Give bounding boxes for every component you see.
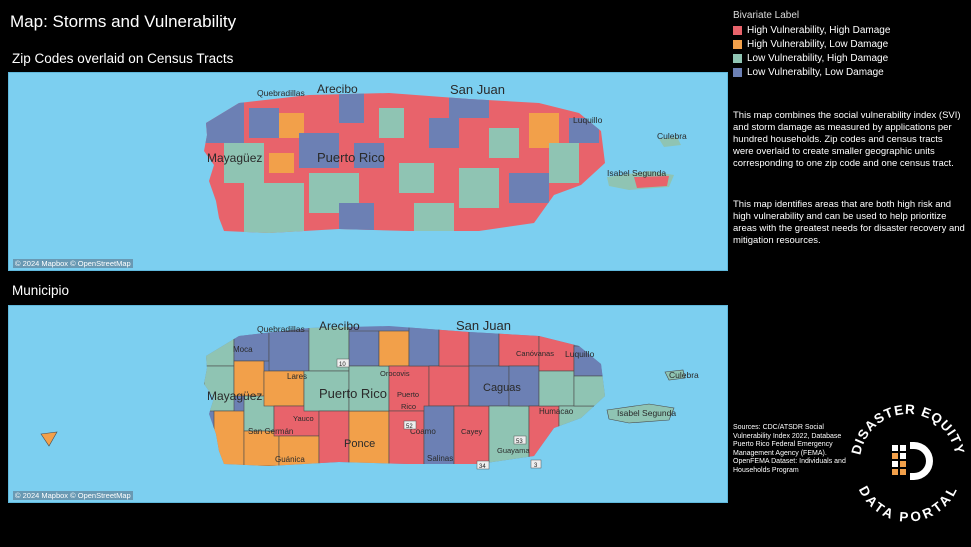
top-label-san-juan: San Juan	[450, 82, 505, 97]
logo-top-text: DISASTER EQUITY	[849, 402, 967, 456]
route-label: 10	[339, 362, 346, 368]
bottom-map-subtitle: Municipio	[12, 283, 70, 298]
bottom-label-puerto: Puerto	[397, 390, 419, 399]
bottom-vieques	[606, 403, 675, 424]
route-shields: 10 52 53 3 34	[336, 358, 542, 470]
bottom-label-arecibo: Arecibo	[319, 319, 360, 333]
bottom-label-humacao: Humacao	[539, 407, 574, 416]
bottom-culebra	[664, 369, 686, 381]
bottom-label-yauco: Yauco	[293, 414, 314, 423]
bottom-label-canovanas: Canóvanas	[516, 349, 554, 358]
legend-item-high-low[interactable]: High Vulnerability, Low Damage	[733, 37, 890, 51]
bottom-label-rico: Rico	[401, 402, 416, 411]
bottom-label-puerto-rico: Puerto Rico	[319, 386, 387, 401]
sources-text: Sources: CDC/ATSDR Social Vulnerability …	[733, 424, 846, 474]
legend-item-high-high[interactable]: High Vulnerability, High Damage	[733, 23, 890, 37]
top-culebra	[659, 137, 681, 147]
top-label-luquillo: Luquillo	[573, 115, 603, 125]
bottom-label-isabel-segunda: Isabel Segunda	[617, 408, 676, 418]
bottom-label-coamo: Coamo	[410, 427, 436, 436]
legend-label: Low Vulnerability, High Damage	[747, 52, 889, 64]
legend-swatch	[733, 25, 742, 35]
bottom-label-san-german: San Germán	[248, 427, 293, 436]
top-map[interactable]: Quebradillas Arecibo San Juan Luquillo C…	[8, 72, 728, 271]
top-label-puerto-rico: Puerto Rico	[317, 150, 385, 165]
top-label-quebradillas: Quebradillas	[257, 88, 305, 98]
route-label: 52	[406, 424, 413, 430]
bottom-label-cayey: Cayey	[461, 427, 483, 436]
legend-item-low-high[interactable]: Low Vulnerability, High Damage	[733, 51, 890, 65]
bottom-label-san-juan: San Juan	[456, 318, 511, 333]
bottom-map[interactable]: Quebradillas Arecibo San Juan Luquillo C…	[8, 305, 728, 503]
legend-swatch	[733, 39, 742, 49]
top-label-arecibo: Arecibo	[317, 82, 358, 96]
logo-d-icon	[892, 442, 933, 480]
bottom-label-guanica: Guánica	[275, 455, 305, 464]
bottom-label-luquillo: Luquillo	[565, 349, 595, 359]
bottom-label-lares: Lares	[287, 372, 307, 381]
route-label: 3	[534, 463, 538, 469]
bottom-label-caguas: Caguas	[483, 382, 521, 394]
logo-bottom-text: DATA PORTAL	[856, 483, 959, 524]
legend: Bivariate Label High Vulnerability, High…	[733, 10, 890, 79]
bottom-label-guayama: Guayama	[497, 446, 530, 455]
bottom-label-mayaguez: Mayagüez	[207, 389, 262, 403]
legend-label: High Vulnerability, High Damage	[747, 24, 891, 36]
legend-item-low-low[interactable]: Low Vulnerabilty, Low Damage	[733, 65, 890, 79]
route-label: 34	[479, 464, 486, 470]
page-title: Map: Storms and Vulnerability	[10, 12, 237, 31]
route-label: 53	[516, 439, 523, 445]
top-map-subtitle: Zip Codes overlaid on Census Tracts	[12, 51, 234, 66]
legend-label: Low Vulnerabilty, Low Damage	[747, 66, 884, 78]
svg-text:DATA PORTAL: DATA PORTAL	[856, 483, 960, 523]
svg-text:DISASTER EQUITY: DISASTER EQUITY	[850, 402, 965, 456]
top-label-isabel-segunda: Isabel Segunda	[607, 168, 666, 178]
bottom-label-moca: Moca	[233, 345, 253, 354]
disaster-equity-logo: DISASTER EQUITY DATA PORTAL	[849, 398, 967, 525]
bottom-mona-island	[40, 431, 58, 447]
bottom-label-culebra: Culebra	[669, 370, 699, 380]
top-label-mayaguez: Mayagüez	[207, 151, 262, 165]
bottom-label-quebradillas: Quebradillas	[257, 324, 305, 334]
legend-title: Bivariate Label	[733, 10, 800, 21]
top-map-attribution[interactable]: © 2024 Mapbox © OpenStreetMap	[13, 259, 133, 268]
bottom-map-canvas: Quebradillas Arecibo San Juan Luquillo C…	[40, 318, 699, 470]
bottom-label-ponce: Ponce	[344, 438, 375, 450]
description-paragraph-1: This map combines the social vulnerabili…	[733, 110, 961, 169]
bottom-label-salinas: Salinas	[427, 454, 453, 463]
legend-label: High Vulnerability, Low Damage	[747, 38, 889, 50]
top-map-canvas: Quebradillas Arecibo San Juan Luquillo C…	[204, 82, 687, 233]
bottom-label-orocovis: Orocovis	[380, 369, 410, 378]
bottom-map-attribution[interactable]: © 2024 Mapbox © OpenStreetMap	[13, 491, 133, 500]
description-paragraph-2: This map identifies areas that are both …	[733, 199, 965, 246]
top-label-culebra: Culebra	[657, 131, 687, 141]
legend-swatch	[733, 53, 742, 63]
legend-swatch	[733, 67, 742, 77]
